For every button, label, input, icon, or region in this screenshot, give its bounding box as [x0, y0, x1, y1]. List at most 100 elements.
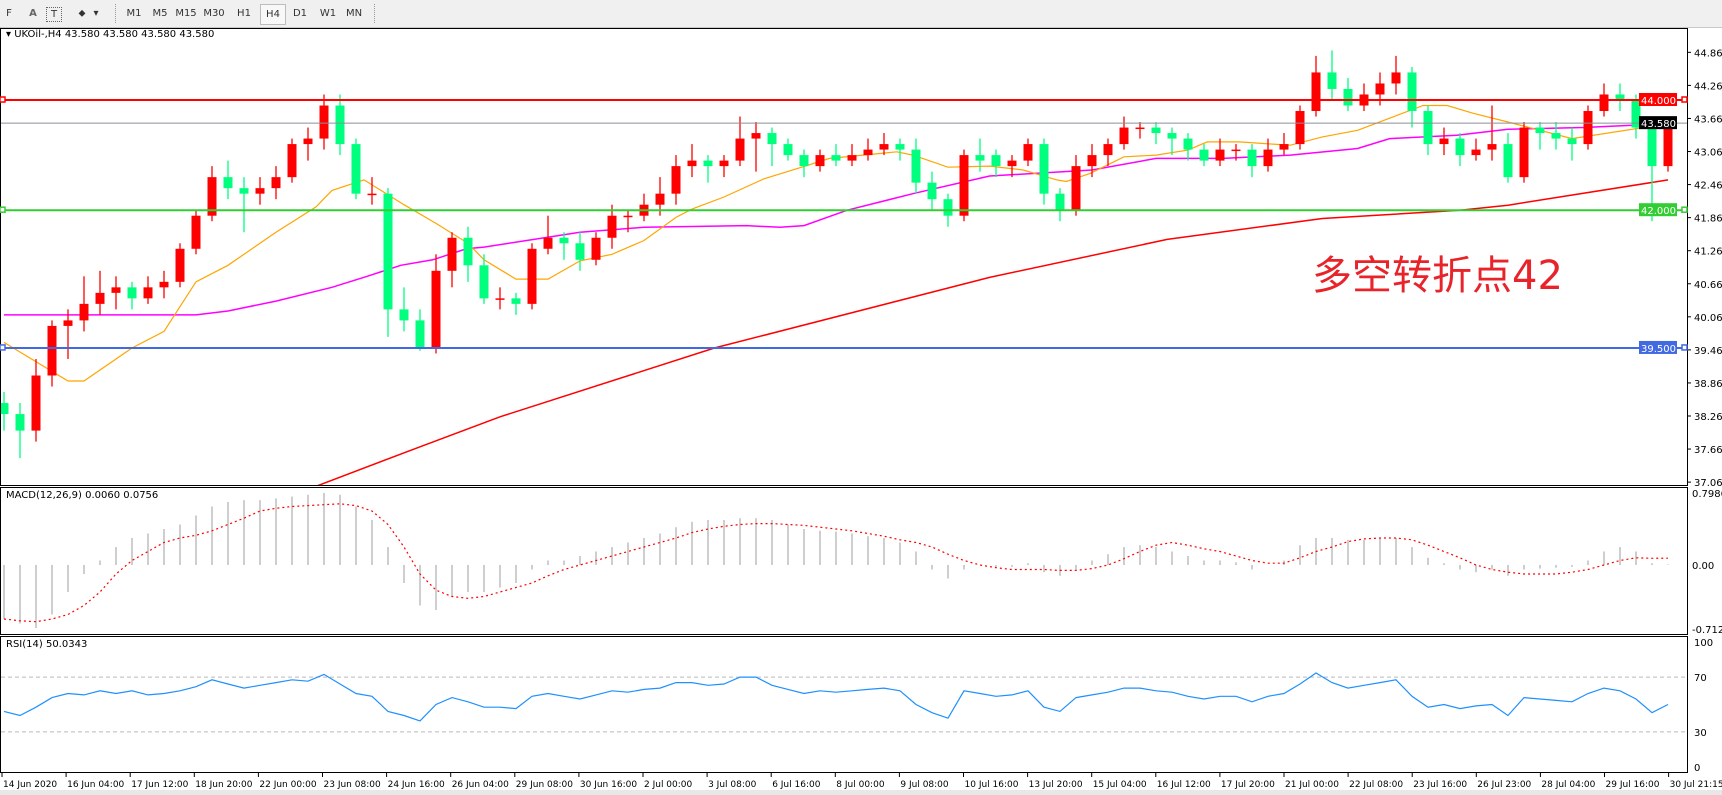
- candle: [351, 138, 361, 200]
- macd-axis-label: 0.7986: [1692, 489, 1722, 500]
- candle-body: [959, 155, 969, 216]
- candle-body: [1151, 127, 1161, 134]
- annotation-text: 多空转折点42: [1312, 253, 1563, 299]
- candle-body: [1295, 111, 1305, 145]
- candle-body: [1423, 111, 1433, 145]
- chevron-down-icon[interactable]: ▾: [93, 8, 99, 19]
- candle-body: [1119, 127, 1129, 145]
- hline-handle-right[interactable]: [1681, 96, 1688, 103]
- price-axis-label: 37.665: [1694, 445, 1722, 456]
- price-axis-label: 39.465: [1694, 346, 1722, 357]
- candle-body: [1647, 127, 1657, 167]
- price-axis-label: 41.865: [1694, 214, 1722, 225]
- candle: [159, 270, 169, 299]
- candle: [255, 177, 265, 205]
- candle-body: [1615, 94, 1625, 100]
- candle-body: [575, 243, 585, 260]
- period-button-m5[interactable]: M5: [152, 8, 168, 19]
- candle-body: [847, 155, 857, 161]
- candle: [927, 171, 937, 211]
- hline-handle-left[interactable]: [0, 344, 6, 351]
- candle-body: [1247, 149, 1257, 167]
- candle-body: [431, 270, 441, 348]
- candle-body: [463, 237, 473, 266]
- candle-body: [1167, 133, 1177, 139]
- candle: [1423, 105, 1433, 156]
- period-button-h4[interactable]: H4: [260, 4, 286, 25]
- candle-body: [1567, 138, 1577, 145]
- candle: [1583, 105, 1593, 150]
- time-axis-label: 18 Jun 20:00: [195, 780, 252, 790]
- candle-body: [415, 320, 425, 348]
- candle-body: [1471, 149, 1481, 156]
- candle: [191, 210, 201, 255]
- candle: [367, 177, 377, 205]
- lines-f-icon[interactable]: F: [6, 8, 12, 19]
- candle-body: [559, 237, 569, 244]
- main-pane: [0, 28, 1688, 486]
- candle-body: [671, 166, 681, 194]
- candle: [1391, 55, 1401, 95]
- candle-body: [1599, 94, 1609, 112]
- hline-price-tag: [1639, 93, 1677, 106]
- candle: [1055, 188, 1065, 222]
- candle-body: [1327, 72, 1337, 89]
- collapse-triangle-icon[interactable]: ▾: [6, 29, 12, 40]
- candle: [1407, 66, 1417, 128]
- candle: [639, 193, 649, 222]
- time-axis-label: 30 Jul 21:15: [1670, 780, 1722, 790]
- candle-body: [1391, 72, 1401, 84]
- candle-body: [367, 193, 377, 196]
- period-button-d1[interactable]: D1: [292, 8, 308, 19]
- time-axis-label: 29 Jun 08:00: [516, 780, 573, 790]
- hline-handle-right[interactable]: [1681, 344, 1688, 351]
- macd-pane: [0, 487, 1688, 635]
- candle-body: [863, 149, 873, 156]
- period-button-w1[interactable]: W1: [319, 8, 337, 19]
- text-label-icon[interactable]: T: [46, 7, 62, 22]
- candle-body: [1487, 144, 1497, 150]
- hline-handle-left[interactable]: [0, 96, 6, 103]
- candle: [767, 127, 777, 167]
- candle: [751, 122, 761, 172]
- candle: [207, 166, 217, 222]
- time-axis-label: 23 Jul 16:00: [1413, 780, 1467, 790]
- candle: [799, 149, 809, 178]
- candle: [271, 166, 281, 200]
- candle-body: [495, 298, 505, 300]
- macd-signal-line: [3, 503, 1669, 623]
- hline-handle-right[interactable]: [1681, 206, 1688, 213]
- candle: [383, 188, 393, 337]
- hline-handle-left[interactable]: [0, 206, 6, 213]
- candle: [1071, 155, 1081, 216]
- candle: [815, 149, 825, 172]
- candle-body: [1311, 72, 1321, 112]
- candle: [1359, 83, 1369, 112]
- candle: [1167, 127, 1177, 156]
- candle-body: [1439, 138, 1449, 145]
- period-button-m1[interactable]: M1: [126, 8, 142, 19]
- candle-body: [191, 215, 201, 249]
- rsi-pane: [0, 636, 1688, 773]
- candle: [1471, 138, 1481, 161]
- candle: [1439, 127, 1449, 156]
- candle: [735, 116, 745, 167]
- candle: [127, 281, 137, 310]
- candle-body: [1583, 111, 1593, 145]
- candle-body: [767, 133, 777, 145]
- candle-body: [303, 138, 313, 145]
- candle-body: [47, 325, 57, 376]
- candle-body: [511, 298, 521, 304]
- candle: [287, 138, 297, 183]
- time-axis-label: 8 Jul 00:00: [836, 780, 885, 790]
- candle: [703, 155, 713, 183]
- period-button-mn[interactable]: MN: [345, 8, 363, 19]
- candle: [1535, 122, 1545, 150]
- period-button-m30[interactable]: M30: [203, 8, 225, 19]
- period-button-h1[interactable]: H1: [237, 8, 251, 19]
- period-button-m15[interactable]: M15: [175, 8, 197, 19]
- candle: [1327, 50, 1337, 100]
- text-a-icon[interactable]: A: [29, 8, 37, 19]
- arrows-icon[interactable]: ⬥: [78, 8, 86, 19]
